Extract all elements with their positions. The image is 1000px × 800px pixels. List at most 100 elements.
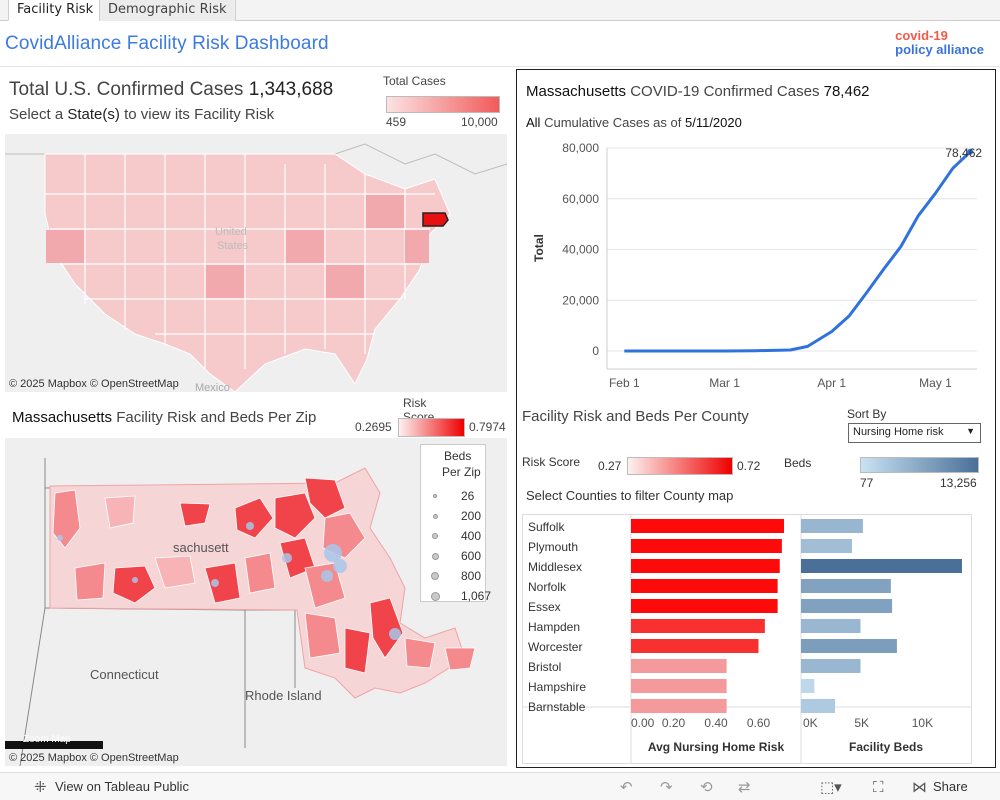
beds-legend-row: 600 <box>427 549 482 563</box>
us-total-heading: Total U.S. Confirmed Cases 1,343,688 <box>9 79 333 101</box>
beds-bar <box>801 679 815 693</box>
y-tick-label: 0 <box>592 344 599 358</box>
beds-legend-value: 1,067 <box>461 589 492 603</box>
beds-axis-tick: 0K <box>803 716 818 730</box>
select-counties-hint: Select Counties to filter County map <box>526 488 734 503</box>
ma-map-title: Massachusetts Facility Risk and Beds Per… <box>12 409 316 426</box>
us-map-svg: United States Mexico <box>5 134 507 392</box>
beds-legend-row: 26 <box>427 489 482 503</box>
beds-bar <box>801 579 891 593</box>
sort-by-dropdown[interactable]: Nursing Home risk ▼ <box>848 423 981 443</box>
us-map[interactable]: United States Mexico © 2025 Mapbox © Ope… <box>5 134 507 392</box>
risk-bar <box>631 559 780 573</box>
risk-bar <box>631 599 778 613</box>
share-button[interactable]: Share <box>933 779 968 794</box>
tab-facility-risk[interactable]: Facility Risk <box>8 0 103 21</box>
y-tick-label: 80,000 <box>562 142 599 155</box>
refresh-icon[interactable]: ⇄ <box>738 778 751 796</box>
ma-cases-total: 78,462 <box>823 83 870 100</box>
county-label: Norfolk <box>528 580 567 594</box>
download-icon[interactable]: ⬚▾ <box>820 778 842 796</box>
bed-circles <box>57 522 401 640</box>
beds-legend-title-2: Per Zip <box>442 465 481 479</box>
risk-bar <box>631 539 782 553</box>
beds-legend-value: 600 <box>461 549 482 563</box>
ma-map[interactable]: sachusett Connecticut Rhode Island Beds … <box>5 438 507 766</box>
beds-legend-title-1: Beds <box>444 449 472 463</box>
beds-legend-row: 400 <box>427 529 482 543</box>
county-label: Hampshire <box>528 680 586 694</box>
end-value-label: 78,462 <box>945 146 982 160</box>
county-bar-chart[interactable]: Suffolk Plymouth Middlesex Norfolk Essex Hamp… <box>522 514 972 764</box>
share-icon[interactable]: ⋈ <box>912 778 927 796</box>
state-borders <box>45 154 435 369</box>
beds-bar <box>801 619 861 633</box>
beds-legend-value: 400 <box>461 529 482 543</box>
beds-legend-row: 1,067 <box>427 589 491 603</box>
risk-axis-tick: 0.20 <box>662 716 686 730</box>
county-label: Hampden <box>528 620 580 634</box>
county-beds-max: 13,256 <box>940 476 977 490</box>
fullscreen-icon[interactable]: ⛶ <box>873 778 884 796</box>
beds-legend-value: 200 <box>461 509 482 523</box>
undo-icon[interactable]: ↶ <box>620 778 633 796</box>
county-risk-label: Risk Score <box>522 455 581 469</box>
ma-map-title-state: Massachusetts <box>12 409 113 426</box>
beds-legend-row: 200 <box>427 509 482 523</box>
zoom-map-label: Zoom Map <box>23 734 71 745</box>
risk-legend-max: 0.7974 <box>469 420 506 434</box>
cumulative-line: All Cumulative Cases as of 5/11/2020 <box>526 115 742 130</box>
y-tick-label: 60,000 <box>562 192 599 206</box>
risk-legend-min: 0.2695 <box>355 420 392 434</box>
view-on-tableau-link[interactable]: View on Tableau Public <box>55 779 189 794</box>
beds-legend-value: 800 <box>461 569 482 583</box>
x-tick-label: Apr 1 <box>817 376 846 390</box>
risk-bar <box>631 659 727 673</box>
beds-bar <box>801 599 893 613</box>
beds-legend-dot <box>433 494 437 498</box>
beds-legend-dot <box>431 572 439 580</box>
chevron-down-icon: ▼ <box>966 426 975 436</box>
beds-axis-tick: 5K <box>854 716 869 730</box>
beds-legend-dot <box>432 533 438 539</box>
ri-label: Rhode Island <box>245 688 322 703</box>
y-axis-title: Total <box>532 234 546 262</box>
y-tick-label: 40,000 <box>562 243 599 257</box>
county-beds-gradient <box>860 457 979 473</box>
total-cases-legend: Total Cases 459 10,000 <box>383 74 500 129</box>
beds-legend-dot <box>431 552 439 560</box>
sort-by-value: Nursing Home risk <box>853 426 944 438</box>
darker-states <box>46 195 429 298</box>
zoom-map-button[interactable]: Zoom Map <box>5 734 103 749</box>
us-map-attribution: © 2025 Mapbox © OpenStreetMap <box>9 378 179 390</box>
county-label: Essex <box>528 600 561 614</box>
beds-legend-dot <box>432 513 438 519</box>
beds-legend-dot <box>430 591 440 601</box>
cases-line-chart[interactable]: 0 20,000 40,000 60,000 80,000 Total Feb 1 Mar 1… <box>517 142 995 397</box>
brand-line1: covid-19 <box>895 28 948 43</box>
ma-cases-panel: Massachusetts COVID-19 Confirmed Cases 7… <box>516 69 996 768</box>
risk-axis-tick: 0.00 <box>631 716 655 730</box>
tableau-toolbar: ⁜ View on Tableau Public ↶ ↷ ⟲ ⇄ ⬚▾ ⛶ ⋈ … <box>0 772 1000 800</box>
county-risk-max: 0.72 <box>737 459 761 473</box>
mexico-label: Mexico <box>195 382 230 392</box>
ma-label: sachusett <box>173 540 229 555</box>
beds-bar <box>801 639 897 653</box>
y-tick-label: 20,000 <box>562 293 599 307</box>
revert-icon[interactable]: ⟲ <box>700 778 713 796</box>
us-states-shape <box>44 153 451 392</box>
risk-bar <box>631 699 727 713</box>
tab-demographic-risk[interactable]: Demographic Risk <box>99 0 236 21</box>
redo-icon[interactable]: ↷ <box>660 778 673 796</box>
select-bold: State(s) <box>67 106 120 123</box>
county-label: Suffolk <box>528 520 565 534</box>
last-point <box>967 148 974 155</box>
ma-map-title-rest: Facility Risk and Beds Per Zip <box>116 409 317 426</box>
county-risk-min: 0.27 <box>598 459 622 473</box>
county-risk-gradient <box>627 457 733 475</box>
select-states-hint: Select a State(s) to view its Facility R… <box>9 106 274 123</box>
county-beds-min: 77 <box>860 476 874 490</box>
cases-line <box>624 150 972 353</box>
x-tick-label: Feb 1 <box>609 376 640 390</box>
legend-gradient <box>386 96 500 113</box>
